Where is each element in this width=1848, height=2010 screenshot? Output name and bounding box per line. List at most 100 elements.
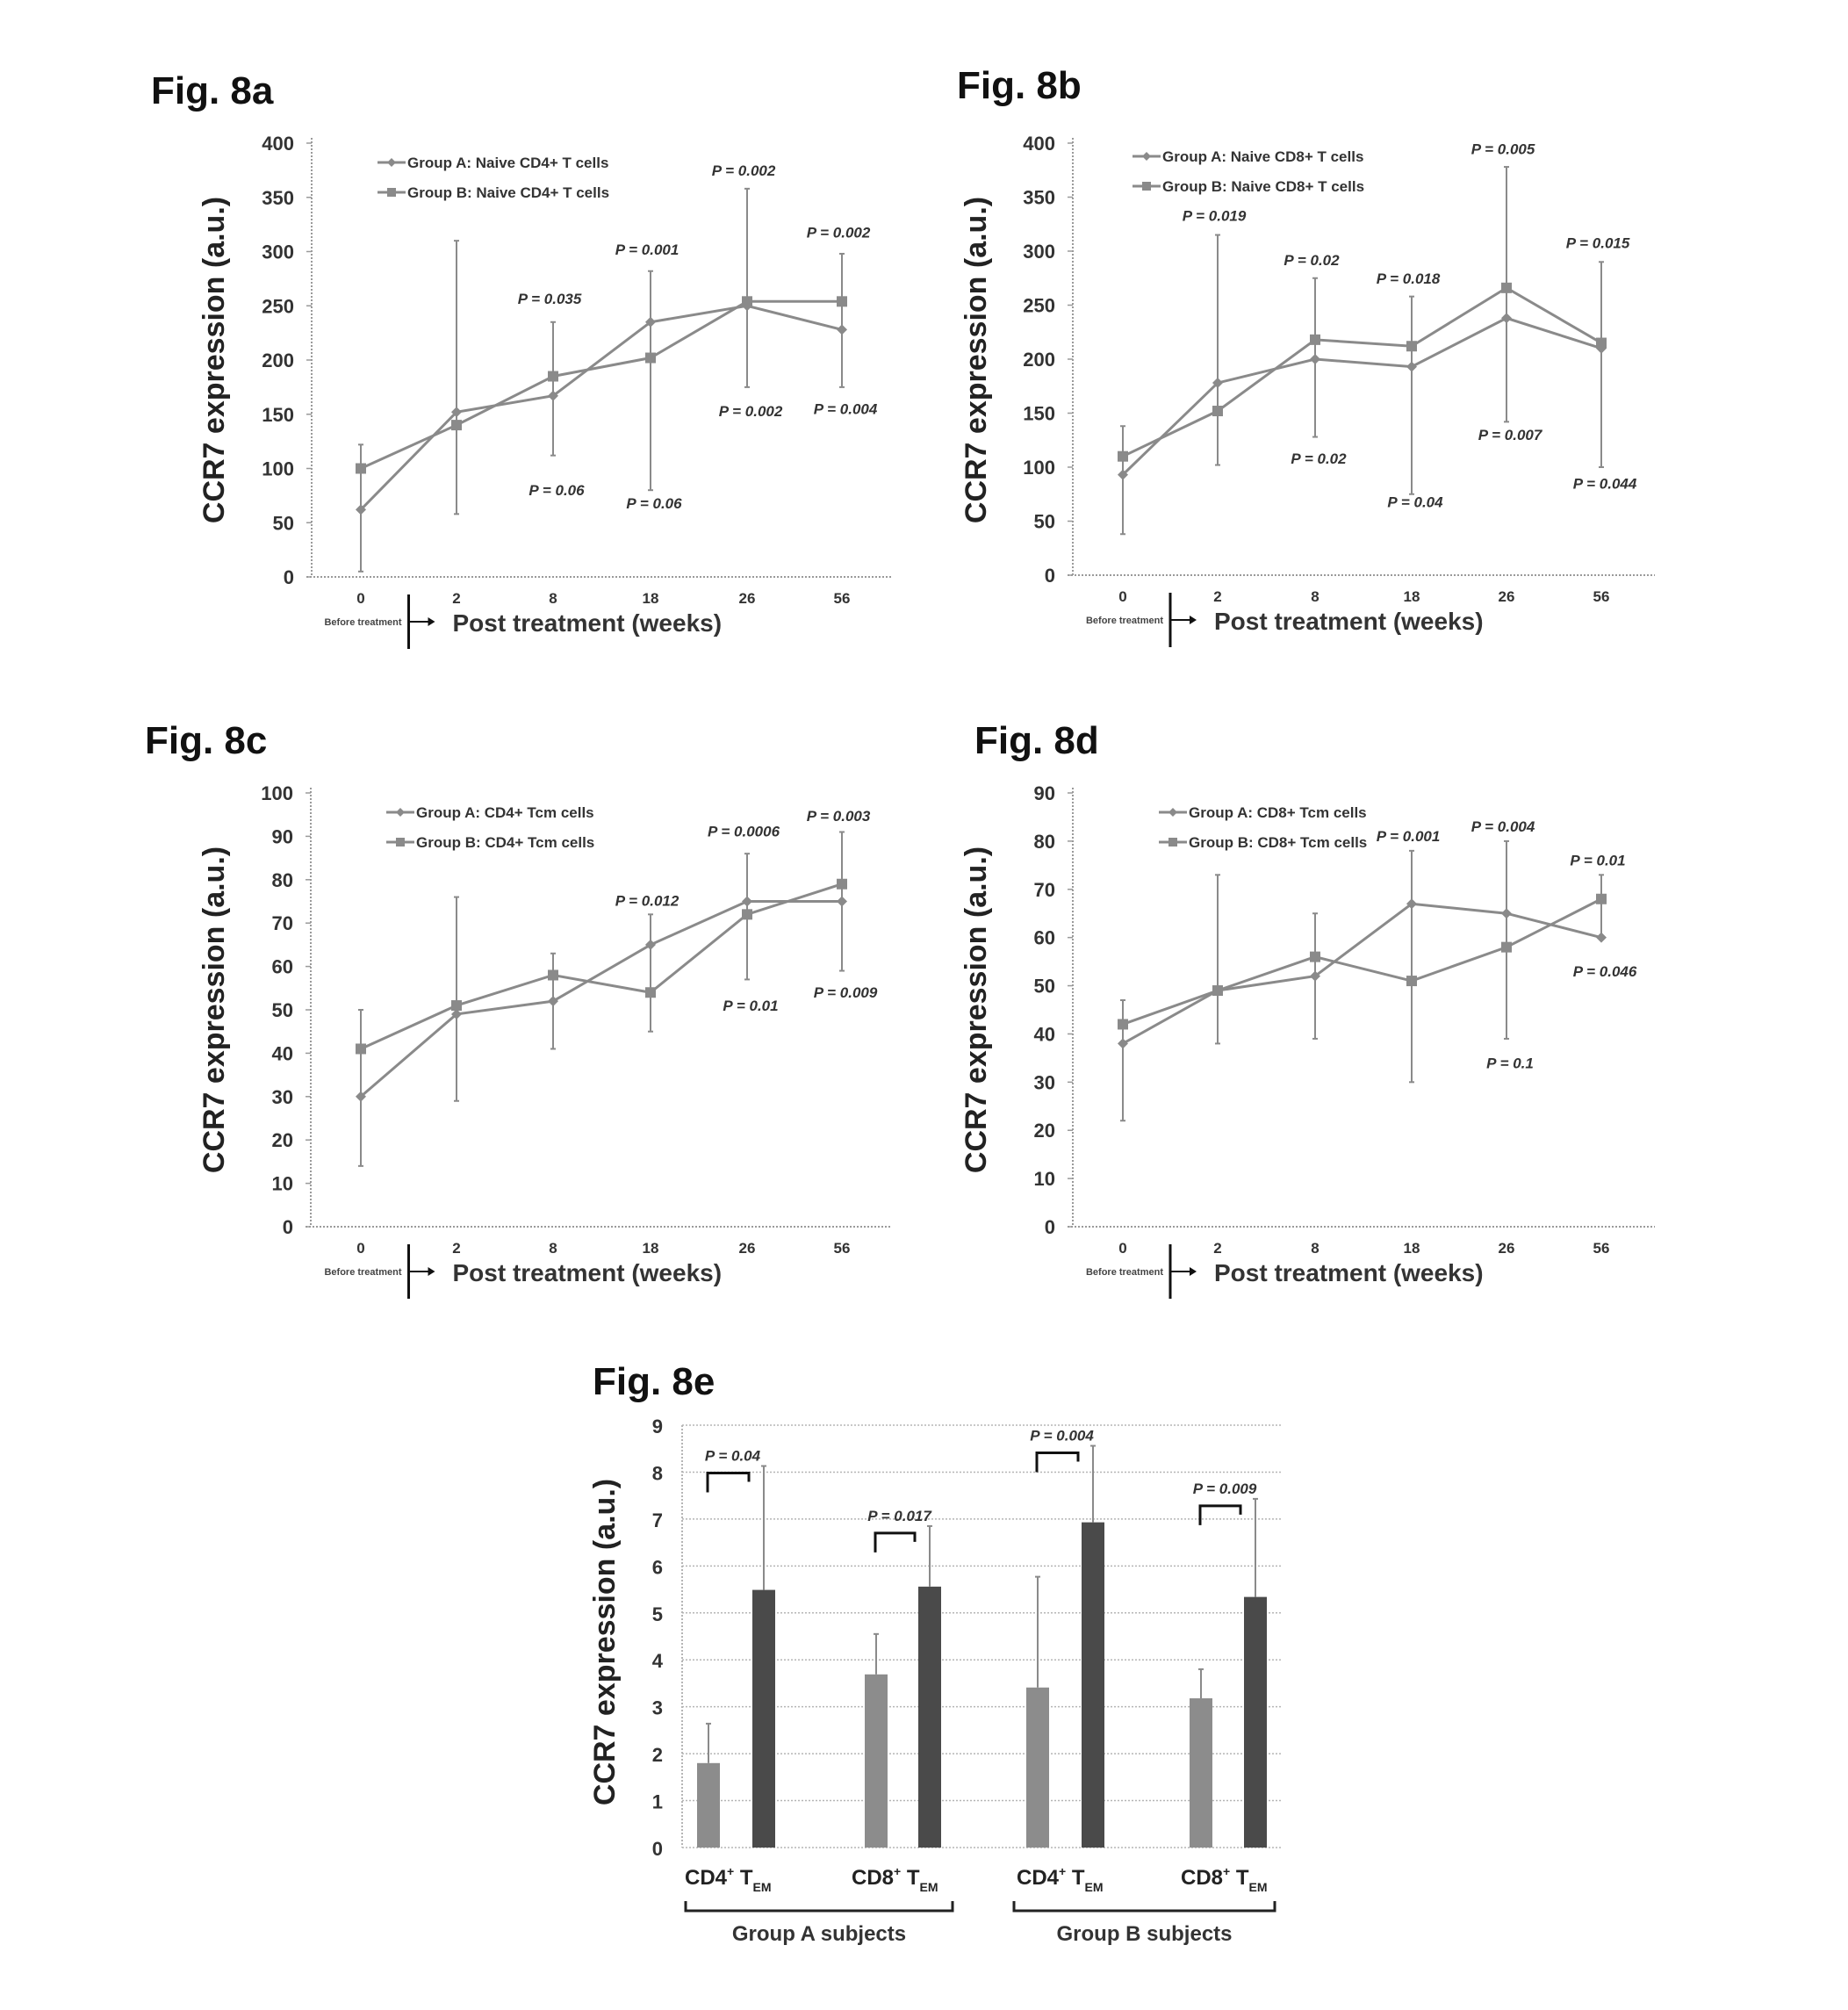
legend-marker-diamond-icon xyxy=(387,158,396,167)
x-tick-label: 8 xyxy=(549,1240,557,1257)
bar-light xyxy=(865,1674,888,1848)
y-tick-label: 350 xyxy=(262,187,294,209)
x-axis-title: Post treatment (weeks) xyxy=(453,1259,723,1286)
y-tick-label: 8 xyxy=(652,1462,663,1484)
p-value-annotation: P = 0.018 xyxy=(1377,270,1441,287)
data-point-square xyxy=(1596,337,1607,349)
x-axis-title: Post treatment (weeks) xyxy=(1214,608,1484,635)
data-point-diamond xyxy=(1310,354,1320,364)
y-axis-title: CCR7 expression (a.u.) xyxy=(588,1479,622,1805)
y-tick-label: 0 xyxy=(652,1838,663,1860)
legend-marker-square-icon xyxy=(1168,838,1177,847)
data-point-diamond xyxy=(1596,932,1607,943)
x-tick-label: 0 xyxy=(356,1240,364,1257)
y-tick-label: 50 xyxy=(273,512,294,534)
y-tick-label: 50 xyxy=(1034,511,1055,533)
legend-label: Group B: Naive CD4+ T cells xyxy=(407,184,609,201)
p-value-annotation: P = 0.044 xyxy=(1573,475,1637,492)
data-point-square xyxy=(837,878,847,890)
y-tick-label: 200 xyxy=(262,349,294,371)
data-point-square xyxy=(356,463,366,474)
arrow-head-icon xyxy=(428,1267,435,1276)
x-tick-label: 26 xyxy=(1499,588,1515,605)
p-value-annotation: P = 0.01 xyxy=(723,998,778,1014)
y-tick-label: 9 xyxy=(652,1416,663,1437)
legend-label: Group A: Naive CD8+ T cells xyxy=(1162,148,1363,165)
y-tick-label: 5 xyxy=(652,1603,663,1625)
figure-label: Fig. 8a xyxy=(151,69,274,112)
y-tick-label: 100 xyxy=(261,782,293,804)
data-point-square xyxy=(742,296,752,307)
y-axis-title: CCR7 expression (a.u.) xyxy=(960,197,993,523)
series-line-group-a xyxy=(359,304,843,511)
subscript: EM xyxy=(1085,1880,1104,1894)
subscript: EM xyxy=(753,1880,772,1894)
x-tick-label: 56 xyxy=(1593,1240,1610,1257)
y-tick-label: 300 xyxy=(262,241,294,263)
significance-bracket xyxy=(1035,1452,1080,1473)
subscript: EM xyxy=(1249,1880,1268,1894)
y-tick-label: 80 xyxy=(1034,831,1055,853)
data-point-diamond xyxy=(1501,908,1512,919)
y-axis-title: CCR7 expression (a.u.) xyxy=(198,847,231,1173)
line-chart-panel-2: Fig. 8b 0 50 100 150 200 250 300 350 400 CCR7 expr… xyxy=(957,64,1655,647)
data-point-diamond xyxy=(1118,1038,1128,1049)
figure-label: Fig. 8e xyxy=(593,1360,715,1403)
p-value-annotation: P = 0.001 xyxy=(615,241,680,258)
data-point-square xyxy=(742,909,752,920)
legend-label: Group A: CD8+ Tcm cells xyxy=(1189,804,1367,821)
x-tick-label: 2 xyxy=(1213,588,1221,605)
p-value-annotation: P = 0.007 xyxy=(1478,427,1543,443)
p-value-annotation: P = 0.002 xyxy=(719,403,783,420)
x-tick-label: 2 xyxy=(452,590,460,607)
data-point-diamond xyxy=(837,324,847,335)
arrow-head-icon xyxy=(1190,1267,1197,1276)
bar-dark xyxy=(918,1586,941,1848)
y-tick-label: 150 xyxy=(262,404,294,426)
superscript: + xyxy=(1223,1864,1230,1878)
x-axis-title: Post treatment (weeks) xyxy=(1214,1259,1484,1286)
p-value-annotation: P = 0.0006 xyxy=(708,823,780,839)
y-tick-label: 400 xyxy=(1023,133,1055,155)
p-value-annotation: P = 0.004 xyxy=(1030,1428,1094,1444)
figure-label: Fig. 8c xyxy=(145,719,267,762)
data-point-square xyxy=(1406,341,1417,352)
y-tick-label: 0 xyxy=(284,566,294,588)
x-tick-label: 26 xyxy=(1499,1240,1515,1257)
group-label: Group A subjects xyxy=(732,1922,906,1946)
y-tick-label: 400 xyxy=(262,133,294,155)
superscript: + xyxy=(727,1864,734,1878)
significance-bracket xyxy=(874,1531,917,1553)
t-label: T xyxy=(901,1866,920,1890)
p-value-annotation: P = 0.002 xyxy=(712,162,776,179)
data-point-diamond xyxy=(1406,898,1417,910)
x-tick-label: 56 xyxy=(834,1240,851,1257)
series-line-group-a xyxy=(360,900,842,1098)
data-point-square xyxy=(1118,450,1128,462)
data-point-diamond xyxy=(451,1008,462,1019)
x-axis-title: Post treatment (weeks) xyxy=(453,609,723,637)
y-tick-label: 250 xyxy=(1023,295,1055,317)
x-tick-label: 26 xyxy=(739,590,756,607)
data-point-diamond xyxy=(1212,378,1223,389)
x-tick-label: 2 xyxy=(452,1240,460,1257)
data-point-square xyxy=(1212,406,1223,417)
series-line-group-b xyxy=(360,299,842,470)
category-label: CD8+ TEM xyxy=(852,1864,938,1894)
x-tick-label: 56 xyxy=(1593,588,1610,605)
y-tick-label: 100 xyxy=(1023,457,1055,479)
y-tick-label: 90 xyxy=(1034,782,1055,804)
t-label: T xyxy=(1066,1866,1085,1890)
p-value-annotation: P = 0.005 xyxy=(1471,140,1535,157)
bar-dark xyxy=(1244,1596,1267,1848)
data-point-diamond xyxy=(645,939,656,950)
data-point-square xyxy=(1406,976,1417,987)
y-tick-label: 10 xyxy=(1034,1168,1055,1190)
y-tick-label: 10 xyxy=(272,1173,293,1195)
cell-type: CD8 xyxy=(852,1866,894,1890)
legend-label: Group A: CD4+ Tcm cells xyxy=(416,804,594,821)
data-point-square xyxy=(1118,1019,1128,1030)
p-value-annotation: P = 0.06 xyxy=(529,482,585,499)
data-point-square xyxy=(645,352,656,364)
